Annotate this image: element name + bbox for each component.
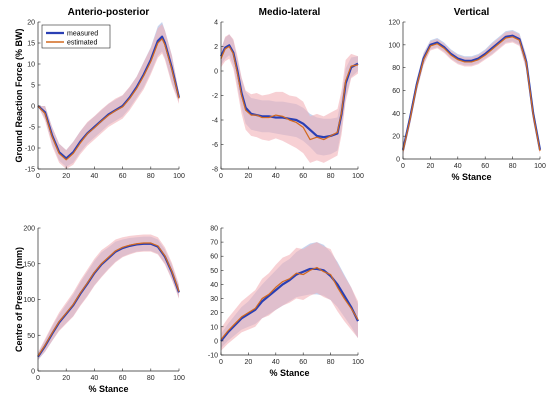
panel-title-0: Anterio-posterior xyxy=(68,7,150,18)
y-tick-label-4-8: 70 xyxy=(210,240,218,247)
y-tick-label-3-0: 0 xyxy=(31,369,35,376)
y-tick-label-0-2: -5 xyxy=(29,125,35,132)
x-tick-label-3-0: 0 xyxy=(36,375,40,382)
x-tick-label-4-3: 60 xyxy=(299,359,307,366)
x-tick-label-1-3: 60 xyxy=(299,173,307,180)
x-tick-label-3-2: 40 xyxy=(91,375,99,382)
estimated-line-3 xyxy=(37,242,180,357)
measured-line-4 xyxy=(220,267,359,342)
estimated-line-0 xyxy=(37,38,180,161)
x-tick-label-3-3: 60 xyxy=(119,375,127,382)
x-tick-label-2-0: 0 xyxy=(401,163,405,170)
x-tick-label-4-1: 20 xyxy=(245,359,253,366)
y-tick-label-3-2: 100 xyxy=(23,297,35,304)
y-tick-label-1-4: 0 xyxy=(214,69,218,76)
x-tick-label-1-1: 20 xyxy=(245,173,253,180)
x-tick-label-0-1: 20 xyxy=(62,173,70,180)
estimated-line-1 xyxy=(220,45,359,141)
panel-0: 0 20 40 60 80 100 -15 -10 -5 0 5 10 15 20 Anterio-post… xyxy=(14,7,185,180)
x-tick-label-4-2: 40 xyxy=(272,359,280,366)
y-tick-label-3-1: 50 xyxy=(27,333,35,340)
y-tick-label-2-4: 80 xyxy=(392,65,400,72)
y-tick-label-4-6: 50 xyxy=(210,268,218,275)
y-tick-label-0-3: 0 xyxy=(31,104,35,111)
x-tick-label-1-2: 40 xyxy=(272,173,280,180)
x-axis-label-3: % Stance xyxy=(88,384,128,394)
panel-title-1: Medio-lateral xyxy=(259,7,321,18)
measured-band-2 xyxy=(403,29,540,155)
y-tick-label-2-6: 120 xyxy=(388,20,400,27)
x-tick-label-2-5: 100 xyxy=(534,163,546,170)
panel-3: 0 20 40 60 80 100 0 50 100 150 200 % Stance Centre o… xyxy=(14,226,185,395)
panel-1: 0 20 40 60 80 100 -8 -6 -4 -2 0 2 4 Medio-lateral xyxy=(212,7,364,180)
x-tick-label-0-5: 100 xyxy=(173,173,185,180)
estimated-band-3 xyxy=(38,234,179,360)
y-tick-label-1-3: -2 xyxy=(212,93,218,100)
y-tick-label-4-3: 20 xyxy=(210,310,218,317)
x-tick-label-2-2: 40 xyxy=(454,163,462,170)
y-tick-label-4-2: 10 xyxy=(210,324,218,331)
x-axis-label-4: % Stance xyxy=(269,368,309,378)
y-tick-label-0-0: -15 xyxy=(25,167,35,174)
y-tick-label-4-1: 0 xyxy=(214,338,218,345)
y-tick-label-4-9: 80 xyxy=(210,226,218,233)
x-tick-label-0-3: 60 xyxy=(119,173,127,180)
legend-entry-estimated: estimated xyxy=(67,40,97,47)
y-tick-label-1-6: 4 xyxy=(214,20,218,27)
y-tick-label-1-5: 2 xyxy=(214,44,218,51)
y-axis-label-0: Ground Reaction Force (% BW) xyxy=(14,28,24,162)
estimated-line-2 xyxy=(402,36,541,152)
y-tick-label-0-1: -10 xyxy=(25,146,35,153)
x-tick-label-1-5: 100 xyxy=(352,173,364,180)
y-tick-label-0-7: 20 xyxy=(27,20,35,27)
estimated-line-4 xyxy=(220,266,359,340)
panel-2: 0 20 40 60 80 100 0 20 40 60 80 100 120 Vertical % Sta… xyxy=(388,7,546,182)
y-tick-label-1-2: -4 xyxy=(212,118,218,125)
y-tick-label-2-3: 60 xyxy=(392,88,400,95)
x-tick-label-0-4: 80 xyxy=(147,173,155,180)
y-axis-label-3: Centre of Pressure (mm) xyxy=(14,247,24,352)
y-tick-label-0-5: 10 xyxy=(27,62,35,69)
panel-title-2: Vertical xyxy=(454,7,490,18)
y-tick-label-3-3: 150 xyxy=(23,261,35,268)
y-tick-label-4-5: 40 xyxy=(210,282,218,289)
estimated-band-4 xyxy=(221,242,358,351)
y-tick-label-2-1: 20 xyxy=(392,134,400,141)
x-tick-label-3-4: 80 xyxy=(147,375,155,382)
x-tick-label-1-4: 80 xyxy=(327,173,335,180)
x-tick-label-0-2: 40 xyxy=(91,173,99,180)
x-axis-label-2: % Stance xyxy=(451,172,491,182)
x-tick-label-3-5: 100 xyxy=(173,375,185,382)
x-tick-label-1-0: 0 xyxy=(219,173,223,180)
x-tick-label-4-5: 100 xyxy=(352,359,364,366)
x-tick-label-3-1: 20 xyxy=(62,375,70,382)
legend-entry-measured: measured xyxy=(67,31,98,38)
y-tick-label-4-7: 60 xyxy=(210,254,218,261)
y-tick-label-1-0: -8 xyxy=(212,167,218,174)
measured-line-2 xyxy=(401,34,542,151)
x-tick-label-4-4: 80 xyxy=(327,359,335,366)
estimated-band-1 xyxy=(221,34,358,163)
y-tick-label-0-4: 5 xyxy=(31,83,35,90)
estimated-band-0 xyxy=(38,24,179,169)
estimated-band-2 xyxy=(403,31,540,156)
y-tick-label-4-0: -10 xyxy=(208,353,218,360)
y-tick-label-2-0: 0 xyxy=(396,157,400,164)
x-tick-label-0-0: 0 xyxy=(36,173,40,180)
y-tick-label-4-4: 30 xyxy=(210,296,218,303)
y-tick-label-3-4: 200 xyxy=(23,226,35,233)
x-tick-label-2-3: 60 xyxy=(481,163,489,170)
x-tick-label-4-0: 0 xyxy=(219,359,223,366)
y-tick-label-1-1: -6 xyxy=(212,142,218,149)
x-tick-label-2-4: 80 xyxy=(509,163,517,170)
x-tick-label-2-1: 20 xyxy=(427,163,435,170)
y-tick-label-2-2: 40 xyxy=(392,111,400,118)
y-tick-label-2-5: 100 xyxy=(388,42,400,49)
y-tick-label-0-6: 15 xyxy=(27,41,35,48)
